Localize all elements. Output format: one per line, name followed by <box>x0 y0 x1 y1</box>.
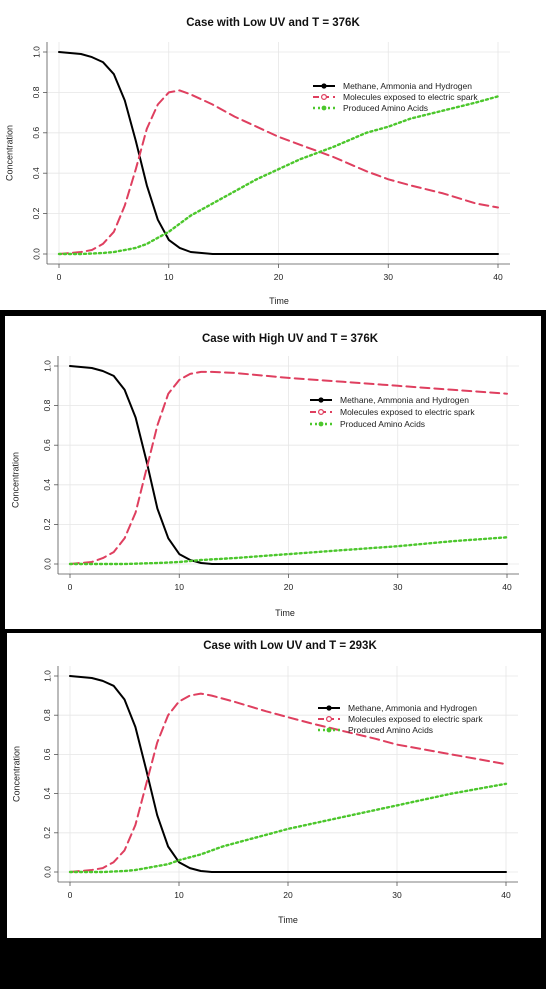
legend-label: Methane, Ammonia and Hydrogen <box>340 395 469 405</box>
y-tick-label: 0.4 <box>42 479 52 491</box>
y-tick-label: 0.6 <box>31 127 41 139</box>
series-line-1 <box>69 675 507 873</box>
y-tick-label: 0.8 <box>31 86 41 98</box>
x-axis-label: Time <box>269 296 289 306</box>
series-line-1 <box>69 365 508 565</box>
legend-label: Molecules exposed to electric spark <box>343 92 478 102</box>
chart-title: Case with Low UV and T = 293K <box>203 640 377 652</box>
y-tick-label: 0.0 <box>42 558 52 570</box>
x-tick-label: 30 <box>384 272 394 282</box>
y-tick-label: 1.0 <box>42 360 52 372</box>
x-axis-label: Time <box>275 608 295 618</box>
legend-marker-2 <box>326 715 333 722</box>
legend-marker-1 <box>318 397 324 403</box>
x-tick-label: 0 <box>68 582 73 592</box>
x-tick-label: 40 <box>493 272 503 282</box>
y-tick-label: 0.4 <box>42 787 52 799</box>
chart-svg: 0 10 20 30 40 0.0 0.2 0.4 0.6 0.8 1.0 Case with Low… <box>4 17 510 306</box>
y-tick-label: 0.2 <box>31 207 41 219</box>
y-tick-label: 1.0 <box>31 46 41 58</box>
x-tick-label: 30 <box>392 890 402 900</box>
legend-marker-1 <box>321 83 327 89</box>
series-line-3 <box>68 782 508 874</box>
legend-label: Methane, Ammonia and Hydrogen <box>343 81 472 91</box>
series-line-3 <box>68 536 509 566</box>
series-line-2 <box>58 89 499 255</box>
chart-svg: 0 10 20 30 40 0.0 0.2 0.4 0.6 0.8 1.0 Case with Low… <box>11 640 518 925</box>
x-tick-label: 30 <box>393 582 403 592</box>
chart-title: Case with High UV and T = 376K <box>202 333 379 345</box>
y-tick-label: 0.6 <box>42 748 52 760</box>
x-tick-label: 10 <box>175 582 185 592</box>
legend-marker-2 <box>318 408 325 415</box>
legend-marker-3 <box>318 421 324 427</box>
x-tick-label: 40 <box>502 582 512 592</box>
x-tick-label: 20 <box>283 890 293 900</box>
series-line-2 <box>69 692 507 873</box>
y-tick-label: 0.0 <box>31 248 41 260</box>
legend-label: Methane, Ammonia and Hydrogen <box>348 703 477 713</box>
series-line-1 <box>58 51 499 255</box>
x-tick-label: 0 <box>68 890 73 900</box>
y-tick-label: 0.8 <box>42 709 52 721</box>
chart-panel-high-uv-376k: 0 10 20 30 40 0.0 0.2 0.4 0.6 0.8 1.0 Case with Hig… <box>5 316 541 629</box>
legend-label: Molecules exposed to electric spark <box>340 407 475 417</box>
y-tick-label: 0.2 <box>42 518 52 530</box>
legend-marker-3 <box>326 727 332 733</box>
y-tick-label: 0.0 <box>42 866 52 878</box>
y-tick-label: 0.2 <box>42 827 52 839</box>
legend-marker-1 <box>326 705 332 711</box>
series-line-3 <box>57 95 500 256</box>
y-tick-label: 0.4 <box>31 167 41 179</box>
legend-marker-3 <box>321 105 327 111</box>
y-tick-label: 0.6 <box>42 439 52 451</box>
y-axis-label: Concentration <box>10 452 20 508</box>
x-tick-label: 10 <box>164 272 174 282</box>
y-tick-label: 1.0 <box>42 670 52 682</box>
y-tick-label: 0.8 <box>42 399 52 411</box>
legend-marker-2 <box>321 93 328 100</box>
x-axis-label: Time <box>278 915 298 925</box>
legend-label: Produced Amino Acids <box>343 103 428 113</box>
chart-panel-low-uv-293k: 0 10 20 30 40 0.0 0.2 0.4 0.6 0.8 1.0 Case with Low… <box>7 633 541 938</box>
chart-title: Case with Low UV and T = 376K <box>186 17 360 29</box>
x-tick-label: 20 <box>274 272 284 282</box>
legend-label: Produced Amino Acids <box>348 725 433 735</box>
x-tick-label: 40 <box>501 890 511 900</box>
x-tick-label: 10 <box>174 890 184 900</box>
series-line-2 <box>69 370 508 565</box>
x-tick-label: 20 <box>284 582 294 592</box>
chart-svg: 0 10 20 30 40 0.0 0.2 0.4 0.6 0.8 1.0 Case with Hig… <box>10 333 519 618</box>
x-tick-label: 0 <box>57 272 62 282</box>
y-axis-label: Concentration <box>4 125 14 181</box>
y-axis-label: Concentration <box>11 746 21 802</box>
legend-label: Produced Amino Acids <box>340 419 425 429</box>
legend-label: Molecules exposed to electric spark <box>348 714 483 724</box>
chart-panel-low-uv-376k: 0 10 20 30 40 0.0 0.2 0.4 0.6 0.8 1.0 Case with Low… <box>0 0 546 310</box>
